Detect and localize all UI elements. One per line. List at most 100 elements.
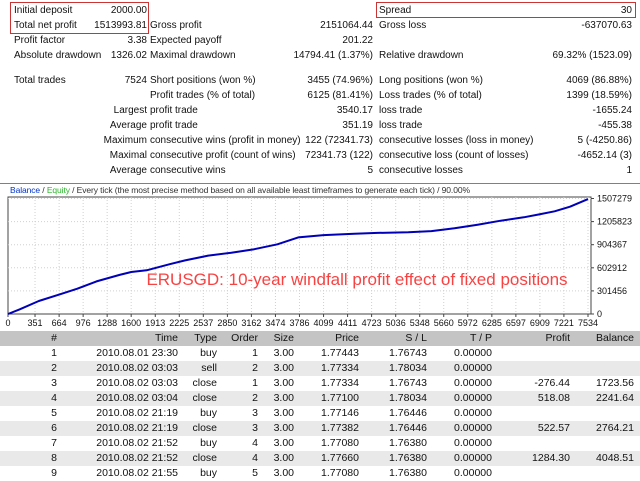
summary-trades-group: Total trades 7524 Short positions (won %… (0, 73, 640, 178)
stat-label: loss trade (379, 103, 422, 118)
svg-text:976: 976 (76, 318, 91, 328)
stat-value: 1399 (18.59%) (566, 88, 632, 103)
stat-value: 5 (-4250.86) (578, 133, 632, 148)
trades-table: # Time Type Order Size Price S / L T / P… (0, 331, 640, 481)
stat-label: Gross profit (150, 18, 202, 33)
summary-row: Average profit trade 351.19 loss trade -… (0, 118, 640, 133)
summary-row: Profit factor 3.38 Expected payoff 201.2… (0, 33, 640, 48)
stat-value: 2151064.44 (320, 18, 373, 33)
stat-label: Loss trades (% of total) (379, 88, 482, 103)
trade-price: 1.77146 (294, 406, 359, 421)
summary-col-left: Total net profit 1513993.81 (14, 18, 147, 33)
trade-type: buy (178, 346, 217, 361)
stat-label: Maximal drawdown (150, 48, 236, 63)
stat-value: 7524 (125, 73, 147, 88)
balance-legend: Balance (10, 185, 40, 195)
trade-type: close (178, 421, 217, 436)
svg-text:351: 351 (28, 318, 43, 328)
stat-label: Expected payoff (150, 33, 222, 48)
trade-time: 2010.08.02 03:03 (57, 361, 178, 376)
trade-stoploss: 1.76446 (359, 406, 427, 421)
stat-value: 122 (72341.73) (305, 133, 373, 148)
svg-text:5660: 5660 (434, 318, 454, 328)
trade-number: 9 (0, 466, 57, 481)
stat-label: consecutive wins (150, 163, 226, 178)
svg-text:2225: 2225 (169, 318, 189, 328)
stat-label: consecutive wins (profit in money) (150, 133, 301, 148)
stat-value: 1 (626, 163, 632, 178)
summary-col-middle: Profit trades (% of total) 6125 (81.41%) (150, 88, 373, 103)
equity-legend: Equity (47, 185, 70, 195)
trade-type: buy (178, 466, 217, 481)
chart-header: Balance / Equity / Every tick (the most … (10, 185, 470, 195)
summary-col-left: Average (14, 163, 147, 178)
trade-price: 1.77382 (294, 421, 359, 436)
summary-col-right: Long positions (won %) 4069 (86.88%) (379, 73, 632, 88)
svg-text:602912: 602912 (597, 263, 627, 273)
summary-col-middle: profit trade 3540.17 (150, 103, 373, 118)
trade-time: 2010.08.02 21:52 (57, 436, 178, 451)
stat-value: 3540.17 (337, 103, 373, 118)
stat-label: profit trade (150, 118, 198, 133)
trade-row: 1 2010.08.01 23:30 buy 1 3.00 1.77443 1.… (0, 346, 640, 361)
svg-text:6597: 6597 (506, 318, 526, 328)
trade-order: 1 (217, 376, 258, 391)
svg-text:6285: 6285 (482, 318, 502, 328)
trade-row: 7 2010.08.02 21:52 buy 4 3.00 1.77080 1.… (0, 436, 640, 451)
stat-value: -1655.24 (593, 103, 632, 118)
trade-profit: 522.57 (492, 421, 570, 436)
svg-text:2537: 2537 (193, 318, 213, 328)
summary-col-middle: consecutive profit (count of wins) 72341… (150, 148, 373, 163)
summary-row: Largest profit trade 3540.17 loss trade … (0, 103, 640, 118)
summary-col-left: Total trades 7524 (14, 73, 147, 88)
trade-profit: -276.44 (492, 376, 570, 391)
trade-takeprofit: 0.00000 (427, 346, 492, 361)
trade-row: 9 2010.08.02 21:55 buy 5 3.00 1.77080 1.… (0, 466, 640, 481)
trade-takeprofit: 0.00000 (427, 436, 492, 451)
trade-profit (492, 406, 570, 421)
svg-text:301456: 301456 (597, 286, 627, 296)
stat-value: 3455 (74.96%) (307, 73, 373, 88)
trade-order: 2 (217, 391, 258, 406)
stat-label: Relative drawdown (379, 48, 464, 63)
summary-col-left (14, 88, 147, 103)
trade-order: 3 (217, 406, 258, 421)
trade-balance: 4048.51 (570, 451, 634, 466)
trade-balance (570, 346, 634, 361)
summary-col-left: Profit factor 3.38 (14, 33, 147, 48)
trade-type: close (178, 451, 217, 466)
summary-col-right: Spread 30 (379, 3, 632, 18)
trade-balance (570, 466, 634, 481)
trade-size: 3.00 (258, 406, 294, 421)
trade-row: 8 2010.08.02 21:52 close 4 3.00 1.77660 … (0, 451, 640, 466)
trade-price: 1.77660 (294, 451, 359, 466)
svg-text:7534: 7534 (578, 318, 598, 328)
summary-col-middle: profit trade 351.19 (150, 118, 373, 133)
trade-time: 2010.08.02 03:04 (57, 391, 178, 406)
stat-label: Total net profit (14, 18, 77, 33)
summary-col-right: consecutive loss (count of losses) -4652… (379, 148, 632, 163)
summary-row: Total net profit 1513993.81 Gross profit… (0, 18, 640, 33)
stat-label: consecutive loss (count of losses) (379, 148, 529, 163)
svg-text:1913: 1913 (145, 318, 165, 328)
trade-takeprofit: 0.00000 (427, 421, 492, 436)
trade-order: 4 (217, 451, 258, 466)
summary-col-right (379, 33, 632, 48)
svg-text:3474: 3474 (265, 318, 285, 328)
trade-number: 5 (0, 406, 57, 421)
stat-label: consecutive losses (loss in money) (379, 133, 534, 148)
trade-number: 6 (0, 421, 57, 436)
trade-size: 3.00 (258, 436, 294, 451)
trades-header-row: # Time Type Order Size Price S / L T / P… (0, 331, 640, 346)
trade-profit (492, 361, 570, 376)
trade-takeprofit: 0.00000 (427, 391, 492, 406)
summary-col-left: Absolute drawdown 1326.02 (14, 48, 147, 63)
trade-profit: 1284.30 (492, 451, 570, 466)
trade-order: 1 (217, 346, 258, 361)
trade-size: 3.00 (258, 466, 294, 481)
stat-value: 2000.00 (111, 3, 147, 18)
trade-order: 4 (217, 436, 258, 451)
trade-takeprofit: 0.00000 (427, 466, 492, 481)
trade-row: 5 2010.08.02 21:19 buy 3 3.00 1.77146 1.… (0, 406, 640, 421)
summary-col-right: loss trade -455.38 (379, 118, 632, 133)
